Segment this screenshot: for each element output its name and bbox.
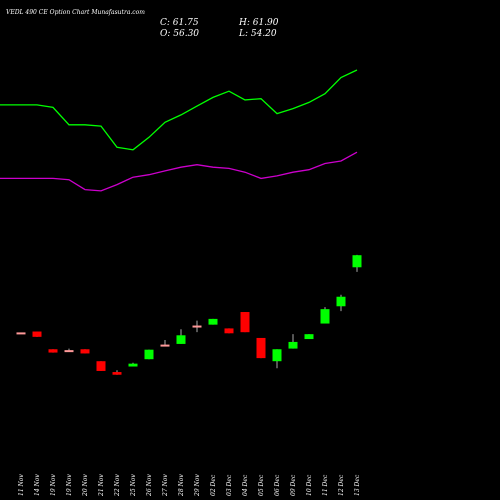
candle-body xyxy=(320,309,330,324)
close-value: C: 61.75 xyxy=(160,18,199,28)
candle-body xyxy=(144,349,154,360)
x-tick-label: 22 Nov xyxy=(114,474,121,497)
x-tick-label: 19 Nov xyxy=(66,474,73,496)
candle-body xyxy=(288,341,298,349)
candle-body xyxy=(64,350,74,353)
low-value: L: 54.20 xyxy=(239,29,277,39)
x-tick-label: 02 Dec xyxy=(210,474,217,496)
x-tick-label: 04 Dec xyxy=(242,474,249,496)
x-tick-label: 03 Dec xyxy=(226,474,233,496)
candle-body xyxy=(160,344,170,347)
x-tick-label: 26 Nov xyxy=(146,474,153,497)
x-tick-label: 11 Dec xyxy=(322,474,329,496)
candle-body xyxy=(304,334,314,340)
x-tick-label: 20 Nov xyxy=(82,474,89,497)
x-tick-label: 06 Dec xyxy=(274,474,281,496)
candle-body xyxy=(176,335,186,344)
lower-band-line xyxy=(0,151,358,192)
candle-body xyxy=(256,337,266,359)
candle-body xyxy=(128,363,138,367)
x-tick-label: 29 Nov xyxy=(194,474,201,497)
high-value: H: 61.90 xyxy=(239,18,279,28)
x-tick-label: 05 Dec xyxy=(258,474,265,496)
candle-body xyxy=(48,349,58,353)
candle-body xyxy=(16,332,26,335)
upper-band-line xyxy=(0,69,358,151)
x-tick-label: 19 Nov xyxy=(50,474,57,496)
candle-body xyxy=(112,372,122,375)
open-value: O: 56.30 xyxy=(160,29,200,39)
x-tick-label: 10 Dec xyxy=(306,474,313,496)
x-tick-label: 21 Nov xyxy=(98,474,105,497)
candle-body xyxy=(272,349,282,362)
x-tick-label: 14 Nov xyxy=(34,474,41,496)
candle-body xyxy=(336,296,346,307)
candle-body xyxy=(240,312,250,333)
candle-body xyxy=(32,331,42,337)
candle-body xyxy=(80,349,90,354)
x-tick-label: 12 Dec xyxy=(338,474,345,496)
x-tick-label: 09 Dec xyxy=(290,474,297,496)
chart-title: VEDL 490 CE Option Chart Munafasutra.com xyxy=(6,9,145,16)
candle-body xyxy=(208,318,218,325)
x-tick-label: 11 Nov xyxy=(18,474,25,496)
x-tick-label: 28 Nov xyxy=(178,474,185,497)
x-tick-label: 13 Dec xyxy=(354,474,361,496)
candle-body xyxy=(96,361,106,371)
candle-body xyxy=(224,328,234,334)
candle-body xyxy=(352,255,362,268)
x-tick-label: 27 Nov xyxy=(162,474,169,497)
candle-body xyxy=(192,325,202,328)
x-tick-label: 25 Nov xyxy=(130,474,137,497)
